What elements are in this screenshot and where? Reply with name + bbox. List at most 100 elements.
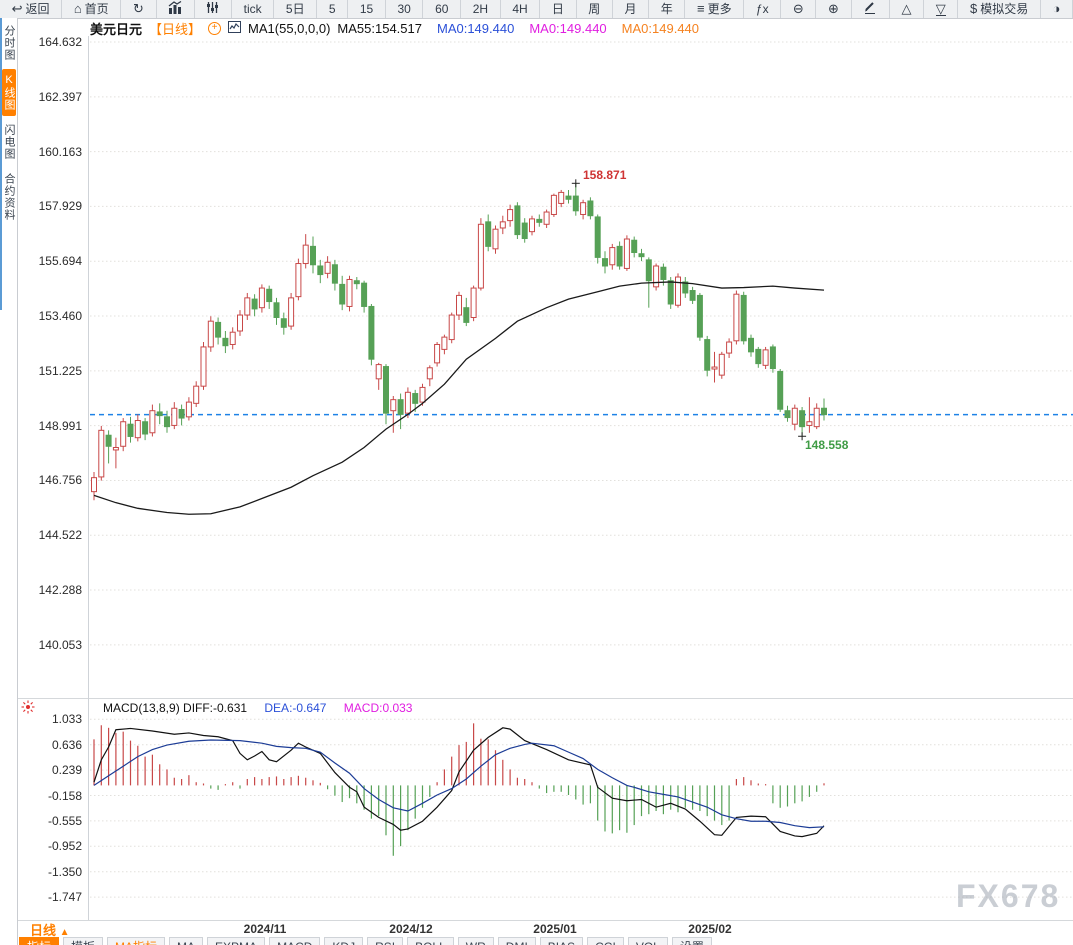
indicator-tab-9[interactable]: BOLL [407, 937, 454, 945]
toolbar-item-tri-up[interactable]: △ [890, 0, 925, 18]
toolbar-item-label: 周 [588, 2, 601, 16]
toolbar-item-label: tick [243, 2, 262, 16]
chart-type-sidebar: 分时图 K线图闪电图合约资料 [0, 18, 18, 945]
toolbar-item-label: 15 [359, 2, 374, 16]
toolbar-item-label: 年 [660, 2, 673, 16]
price-axis-label: 140.053 [38, 637, 82, 652]
menu-icon: ≡ [697, 1, 705, 16]
toolbar-item-m15[interactable]: 15 [348, 0, 386, 18]
toolbar-item-indicator-sliders[interactable] [195, 0, 233, 18]
macd-axis-label: 0.239 [51, 763, 82, 778]
indicator-tab-15[interactable]: 设置 [671, 937, 712, 945]
toolbar-item-week[interactable]: 周 [577, 0, 613, 18]
indicator-tab-4[interactable]: MA [169, 937, 204, 945]
ma55-value: MA55:154.517 [337, 20, 422, 36]
toolbar-item-chart-type[interactable] [157, 0, 195, 18]
price-axis-label: 144.522 [38, 528, 82, 543]
indicator-tab-1[interactable]: 指标 [19, 937, 60, 945]
macd-dea-value: DEA:-0.647 [264, 701, 327, 715]
indicator-tab-14[interactable]: VOL [627, 937, 668, 945]
indicator-tab-strip: 指标模板MA指标MAEXPMAMACDKDJRSIBOLLWRDMIBIASCC… [19, 937, 1073, 945]
toolbar-item-label: 月 [624, 2, 637, 16]
low-price-annotation: 148.558 [805, 438, 849, 452]
toolbar-item-month[interactable]: 月 [613, 0, 650, 18]
chart-header: 美元日元 【日线】 + MA1(55,0,0,0) MA55:154.517 M… [90, 20, 700, 37]
back-arrow-icon: ↩ [11, 1, 23, 16]
date-axis-label: 2025/01 [533, 922, 577, 936]
macd-axis-label: 0.636 [51, 737, 82, 752]
toolbar-item-label: 30 [397, 2, 411, 16]
pen-icon [863, 1, 877, 17]
toolbar-item-h2[interactable]: 2H [461, 0, 501, 18]
toolbar-item-tick[interactable]: tick [232, 0, 275, 18]
panel-divider [18, 698, 1073, 699]
indicator-tab-5[interactable]: EXPMA [207, 937, 266, 945]
macd-axis-label: -0.555 [47, 813, 82, 828]
toolbar-item-theme[interactable]: ◑ [1041, 0, 1073, 18]
macd-settings-gear-icon[interactable] [21, 700, 35, 714]
toolbar-item-label: 日 [551, 2, 564, 16]
dollar-icon: $ [970, 1, 978, 16]
toolbar-item-m30[interactable]: 30 [386, 0, 424, 18]
toolbar-item-5d[interactable]: 5日 [274, 0, 318, 18]
symbol-name: 美元日元 [90, 21, 143, 37]
price-axis-label: 142.288 [38, 583, 82, 598]
indicator-tab-6[interactable]: MACD [269, 937, 321, 945]
macd-axis-label: -1.350 [47, 864, 82, 879]
toolbar-item-day[interactable]: 日 [540, 0, 577, 18]
toolbar-item-label: ƒx [755, 2, 769, 16]
toolbar-item-h4[interactable]: 4H [501, 0, 541, 18]
toolbar-item-draw[interactable] [852, 0, 890, 18]
toolbar-item-more[interactable]: ≡ 更多 [685, 0, 745, 18]
ma0-value-orange: MA0:149.440 [621, 20, 700, 36]
sidebar-tab-2[interactable]: K线图 [2, 69, 16, 116]
add-indicator-icon[interactable]: + [208, 21, 222, 35]
zoom-out-icon: ⊖ [792, 1, 804, 16]
sidebar-tab-1[interactable]: 分时图 [3, 25, 15, 61]
indicator-tab-3[interactable]: MA指标 [107, 937, 166, 945]
toolbar-item-label: 返回 [25, 2, 50, 16]
toolbar-item-home[interactable]: ⌂ 首页 [62, 0, 122, 18]
toolbar-item-year[interactable]: 年 [649, 0, 686, 18]
macd-formula-diff: MACD(13,8,9) DIFF:-0.631 [103, 701, 248, 715]
refresh-icon: ↻ [132, 1, 144, 16]
zoom-in-icon: ⊕ [828, 1, 839, 16]
toolbar-item-refresh[interactable]: ↻ [121, 0, 157, 18]
triangle-up-icon: △ [901, 1, 912, 16]
toolbar-item-sim-trade[interactable]: $ 模拟交易 [958, 0, 1041, 18]
indicator-tab-7[interactable]: KDJ [324, 937, 364, 945]
axis-divider [18, 920, 1073, 921]
indicator-tab-8[interactable]: RSI [367, 937, 404, 945]
price-axis-label: 157.929 [38, 199, 82, 214]
bar-chart-icon [168, 0, 182, 17]
triangle-down-icon: ▽ [935, 0, 946, 16]
date-axis-label: 2024/12 [389, 922, 433, 936]
indicator-tab-13[interactable]: CCI [587, 937, 624, 945]
kline-settings-icon[interactable] [228, 20, 242, 36]
indicator-tab-10[interactable]: WR [457, 937, 494, 945]
toolbar-item-zoom-in[interactable]: ⊕ [816, 0, 852, 18]
toolbar-item-tri-down[interactable]: ▽ [924, 0, 959, 18]
toolbar-item-label: 60 [435, 2, 449, 16]
indicator-tab-12[interactable]: BIAS [539, 937, 584, 945]
triangle-up-icon: ▲ [59, 927, 70, 938]
plot-left-border [88, 36, 89, 920]
toolbar-item-back[interactable]: ↩ 返回 [0, 0, 63, 18]
sidebar-tab-4[interactable]: 合约资料 [3, 173, 15, 221]
indicator-tab-11[interactable]: DMI [497, 937, 536, 945]
price-axis-label: 164.632 [38, 35, 82, 49]
period-dropdown-button[interactable]: 日线 ▲ [30, 920, 70, 939]
price-axis-label: 160.163 [38, 144, 82, 159]
half-circle-icon: ◑ [1052, 1, 1061, 16]
toolbar-item-fx[interactable]: ƒx [744, 0, 782, 18]
price-axis-label: 153.460 [38, 309, 82, 324]
toolbar-item-zoom-out[interactable]: ⊖ [781, 0, 817, 18]
toolbar-item-label: 5日 [285, 2, 305, 16]
price-axis-label: 162.397 [38, 89, 82, 104]
toolbar-item-m60[interactable]: 60 [423, 0, 462, 18]
toolbar-item-m5[interactable]: 5 [317, 0, 349, 18]
ma0-value-blue: MA0:149.440 [436, 20, 515, 36]
indicator-tab-2[interactable]: 模板 [63, 937, 104, 945]
sidebar-tab-3[interactable]: 闪电图 [3, 124, 15, 160]
